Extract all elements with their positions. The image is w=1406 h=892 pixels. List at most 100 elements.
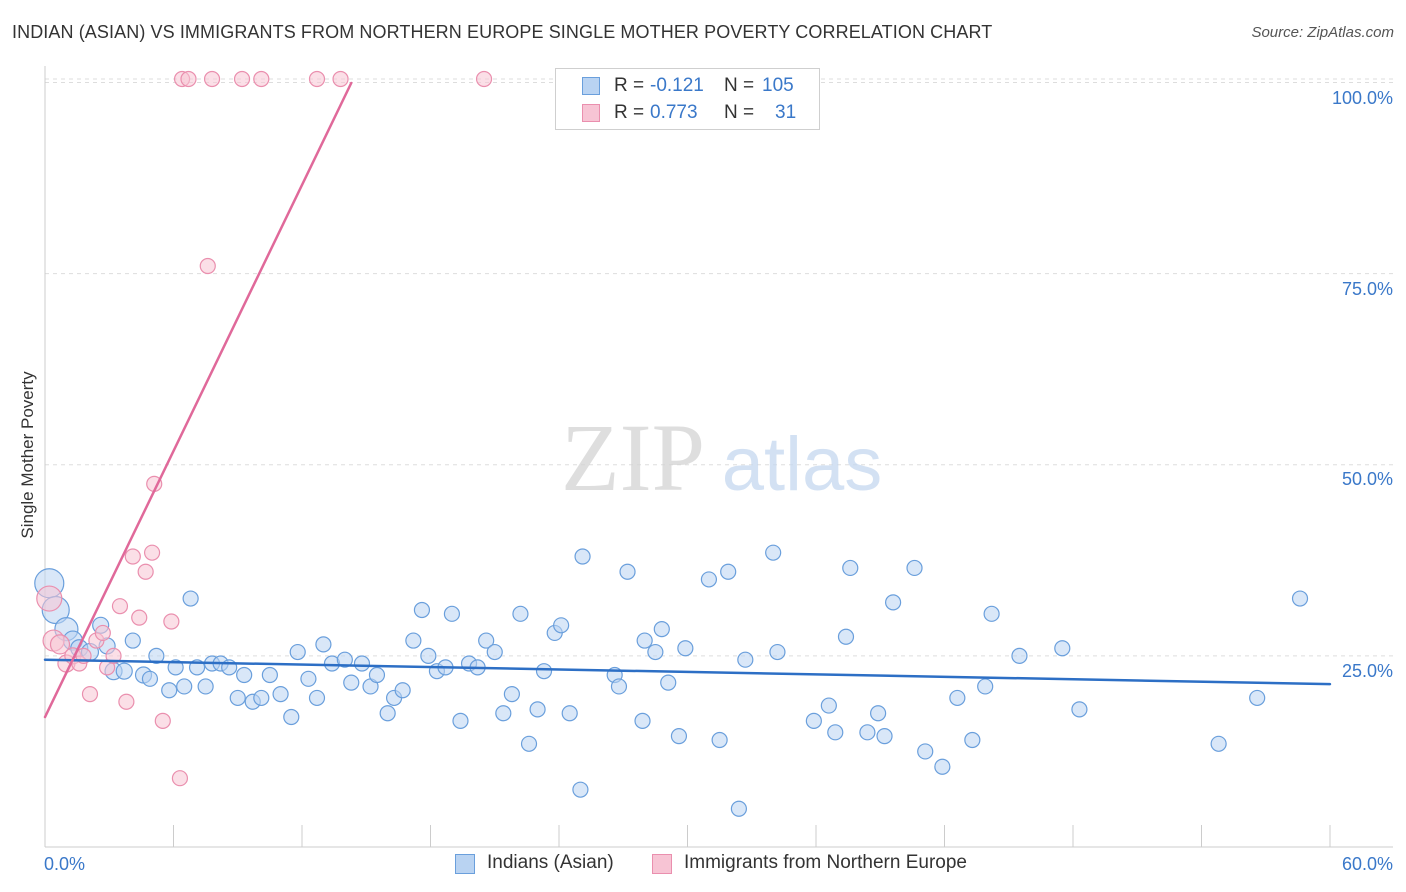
point-northern-europe[interactable] (180, 70, 197, 88)
point-indians-asian[interactable] (253, 689, 270, 707)
point-indians-asian[interactable] (394, 682, 411, 699)
point-indians-asian[interactable] (1071, 701, 1088, 718)
point-northern-europe[interactable] (163, 613, 180, 630)
point-indians-asian[interactable] (1291, 590, 1309, 607)
point-indians-asian[interactable] (478, 632, 495, 649)
point-indians-asian[interactable] (197, 678, 214, 695)
point-northern-europe[interactable] (203, 70, 221, 88)
point-indians-asian[interactable] (141, 670, 159, 687)
point-indians-asian[interactable] (720, 563, 737, 580)
point-indians-asian[interactable] (677, 640, 694, 657)
point-indians-asian[interactable] (561, 705, 578, 722)
point-indians-asian[interactable] (906, 559, 923, 577)
point-indians-asian[interactable] (379, 705, 396, 722)
point-northern-europe[interactable] (171, 770, 189, 787)
point-indians-asian[interactable] (452, 712, 469, 729)
point-indians-asian[interactable] (842, 559, 859, 577)
point-indians-asian[interactable] (535, 663, 553, 680)
point-indians-asian[interactable] (1054, 640, 1071, 657)
point-indians-asian[interactable] (917, 743, 934, 760)
point-indians-asian[interactable] (161, 682, 178, 699)
point-indians-asian[interactable] (182, 590, 199, 607)
point-indians-asian[interactable] (368, 666, 386, 684)
point-indians-asian[interactable] (553, 617, 570, 634)
point-indians-asian[interactable] (964, 731, 981, 749)
point-indians-asian[interactable] (503, 685, 520, 703)
point-indians-asian[interactable] (934, 758, 951, 775)
point-indians-asian[interactable] (827, 724, 844, 741)
point-indians-asian[interactable] (870, 705, 887, 722)
point-indians-asian[interactable] (529, 701, 546, 718)
point-indians-asian[interactable] (315, 636, 332, 653)
point-indians-asian[interactable] (660, 674, 677, 691)
point-indians-asian[interactable] (983, 605, 1000, 622)
point-northern-europe[interactable] (253, 70, 270, 88)
point-indians-asian[interactable] (634, 712, 651, 729)
point-indians-asian[interactable] (236, 666, 253, 684)
point-indians-asian[interactable] (700, 571, 718, 588)
point-indians-asian[interactable] (115, 662, 133, 680)
point-indians-asian[interactable] (343, 674, 360, 691)
point-indians-asian[interactable] (876, 728, 893, 745)
point-indians-asian[interactable] (737, 651, 754, 668)
point-indians-asian[interactable] (1011, 647, 1028, 664)
point-northern-europe[interactable] (131, 609, 148, 626)
point-northern-europe[interactable] (143, 544, 161, 561)
point-northern-europe[interactable] (124, 548, 141, 565)
point-northern-europe[interactable] (199, 257, 216, 275)
point-indians-asian[interactable] (261, 666, 278, 684)
point-indians-asian[interactable] (730, 800, 748, 817)
point-indians-asian[interactable] (229, 689, 246, 707)
point-northern-europe[interactable] (332, 70, 349, 88)
point-northern-europe[interactable] (118, 693, 135, 710)
point-northern-europe[interactable] (111, 598, 129, 615)
point-indians-asian[interactable] (520, 735, 538, 752)
point-indians-asian[interactable] (647, 643, 664, 661)
point-indians-asian[interactable] (495, 705, 512, 722)
point-indians-asian[interactable] (124, 632, 141, 649)
point-northern-europe[interactable] (233, 70, 251, 88)
point-indians-asian[interactable] (837, 628, 855, 645)
point-indians-asian[interactable] (610, 678, 628, 695)
point-indians-asian[interactable] (405, 632, 422, 649)
point-indians-asian[interactable] (711, 731, 728, 749)
point-indians-asian[interactable] (167, 659, 184, 676)
point-northern-europe[interactable] (49, 634, 71, 655)
point-indians-asian[interactable] (820, 697, 837, 714)
point-indians-asian[interactable] (769, 643, 786, 661)
point-indians-asian[interactable] (176, 678, 193, 695)
point-northern-europe[interactable] (475, 70, 493, 88)
point-northern-europe[interactable] (137, 563, 154, 580)
point-indians-asian[interactable] (636, 632, 653, 649)
point-indians-asian[interactable] (486, 643, 503, 661)
point-indians-asian[interactable] (353, 655, 371, 672)
point-northern-europe[interactable] (81, 685, 99, 703)
point-indians-asian[interactable] (289, 643, 306, 661)
point-indians-asian[interactable] (765, 544, 782, 561)
point-indians-asian[interactable] (574, 548, 591, 565)
point-northern-europe[interactable] (36, 585, 63, 612)
point-indians-asian[interactable] (884, 594, 902, 611)
point-indians-asian[interactable] (148, 647, 165, 664)
point-indians-asian[interactable] (859, 724, 876, 741)
point-indians-asian[interactable] (949, 689, 966, 707)
point-northern-europe[interactable] (105, 647, 122, 664)
point-indians-asian[interactable] (805, 712, 822, 729)
point-indians-asian[interactable] (413, 601, 431, 619)
point-indians-asian[interactable] (308, 689, 326, 707)
point-indians-asian[interactable] (977, 678, 994, 695)
point-indians-asian[interactable] (300, 670, 317, 687)
point-indians-asian[interactable] (443, 605, 461, 622)
point-northern-europe[interactable] (94, 624, 111, 642)
point-northern-europe[interactable] (154, 712, 171, 729)
point-indians-asian[interactable] (336, 651, 353, 668)
point-indians-asian[interactable] (619, 563, 636, 580)
point-indians-asian[interactable] (1249, 689, 1266, 707)
point-indians-asian[interactable] (670, 728, 688, 745)
point-indians-asian[interactable] (572, 781, 589, 798)
point-indians-asian[interactable] (512, 605, 529, 622)
point-indians-asian[interactable] (420, 647, 437, 664)
point-indians-asian[interactable] (272, 685, 289, 703)
point-northern-europe[interactable] (308, 70, 326, 88)
point-indians-asian[interactable] (1210, 735, 1227, 752)
